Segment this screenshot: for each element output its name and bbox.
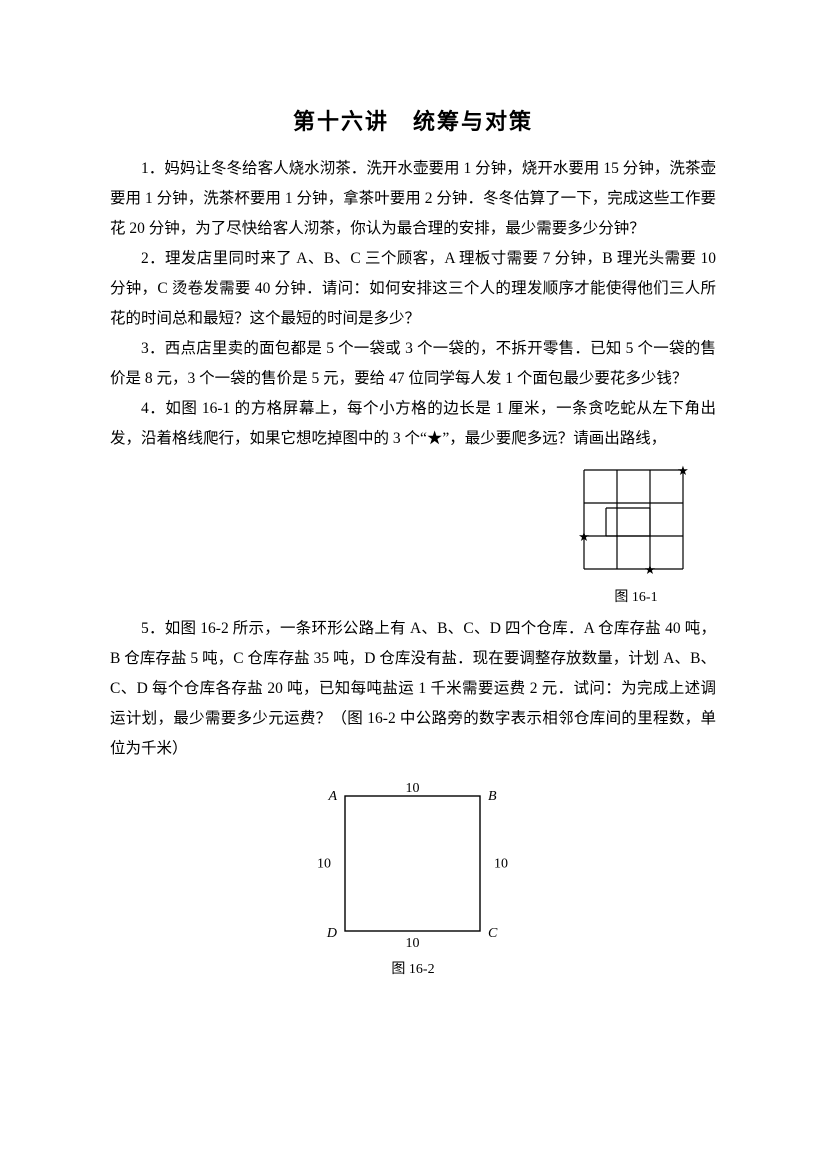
figure-16-2-caption: 图 16-2 [391, 958, 434, 978]
figure-16-1: ★ ★ ★ [576, 464, 696, 576]
figure-16-1-caption: 图 16-1 [576, 586, 696, 606]
lesson-title: 第十六讲 统筹与对策 [110, 104, 716, 136]
figure-16-2: A B C D 10 10 10 10 [313, 778, 513, 948]
star-icon: ★ [578, 529, 590, 544]
figure-16-1-block: ★ ★ ★ 图 16-1 [110, 464, 696, 606]
figure-16-2-block: A B C D 10 10 10 10 图 16-2 [110, 778, 716, 978]
problem-3: 3．西点店里卖的面包都是 5 个一袋或 3 个一袋的，不拆开零售．已知 5 个一… [110, 334, 716, 394]
edge-left-value: 10 [317, 857, 331, 872]
label-c: C [488, 926, 498, 941]
problem-1: 1．妈妈让冬冬给客人烧水沏茶．洗开水壶要用 1 分钟，烧开水要用 15 分钟，洗… [110, 154, 716, 244]
page: 第十六讲 统筹与对策 1．妈妈让冬冬给客人烧水沏茶．洗开水壶要用 1 分钟，烧开… [0, 0, 826, 1169]
star-icon: ★ [644, 562, 656, 576]
edge-right-value: 10 [494, 857, 508, 872]
star-icon: ★ [677, 464, 689, 478]
label-a: A [327, 789, 337, 804]
edge-bottom-value: 10 [406, 936, 420, 948]
problem-4: 4．如图 16-1 的方格屏幕上，每个小方格的边长是 1 厘米，一条贪吃蛇从左下… [110, 394, 716, 454]
label-d: D [326, 926, 337, 941]
problem-5: 5．如图 16-2 所示，一条环形公路上有 A、B、C、D 四个仓库．A 仓库存… [110, 614, 716, 764]
problem-2: 2．理发店里同时来了 A、B、C 三个顾客，A 理板寸需要 7 分钟，B 理光头… [110, 244, 716, 334]
edge-top-value: 10 [406, 781, 420, 796]
label-b: B [488, 789, 497, 804]
